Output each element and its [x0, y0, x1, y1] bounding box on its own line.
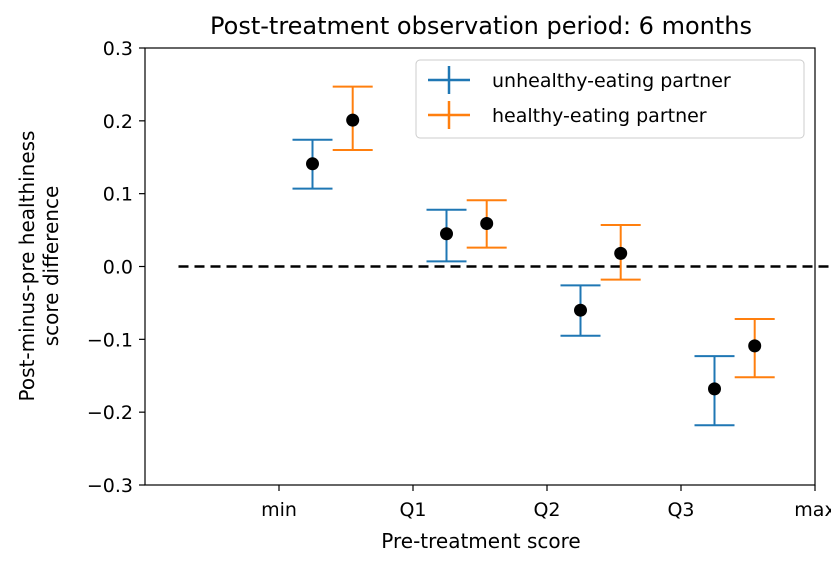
y-axis-label-line-1: Post-minus-pre healthiness: [15, 131, 39, 402]
point-unhealthy: [440, 227, 453, 241]
legend-entry-unhealthy: unhealthy-eating partner: [428, 66, 731, 94]
y-tick-label: −0.3: [87, 475, 133, 497]
y-tick-label: 0.3: [103, 38, 133, 60]
y-axis-label-line-2: score difference: [39, 186, 63, 347]
x-tick-label: min: [261, 499, 297, 521]
y-tick-label: 0.0: [103, 257, 133, 279]
point-unhealthy: [306, 157, 319, 171]
x-tick-label: Q2: [533, 499, 560, 521]
y-tick-label: −0.1: [87, 329, 133, 351]
point-healthy: [748, 339, 762, 353]
x-axis-label: Pre-treatment score: [381, 529, 580, 553]
legend-label-healthy: healthy-eating partner: [492, 105, 707, 127]
y-axis-label: Post-minus-pre healthiness score differe…: [15, 131, 63, 402]
y-tick-label: −0.2: [87, 402, 133, 424]
point-unhealthy: [574, 303, 587, 317]
chart-title: Post-treatment observation period: 6 mon…: [210, 12, 752, 40]
y-tick-label: 0.1: [103, 184, 133, 206]
point-healthy: [480, 217, 494, 231]
point-unhealthy: [708, 382, 721, 396]
plot-area: 0.3 0.2 0.1 0.0 −0.1 −0.2 −0.3 min Q1 Q2 Q3 max: [87, 38, 831, 521]
legend-frame: [415, 59, 805, 139]
x-tick-label: Q1: [399, 499, 426, 521]
point-healthy: [346, 113, 360, 127]
legend: unhealthy-eating partner healthy-eating …: [415, 59, 805, 139]
legend-entry-healthy: healthy-eating partner: [428, 101, 707, 129]
point-healthy: [614, 246, 628, 260]
x-tick-label: Q3: [667, 499, 694, 521]
x-tick-label: max: [794, 499, 831, 521]
legend-label-unhealthy: unhealthy-eating partner: [492, 70, 731, 92]
y-tick-label: 0.2: [103, 111, 133, 133]
